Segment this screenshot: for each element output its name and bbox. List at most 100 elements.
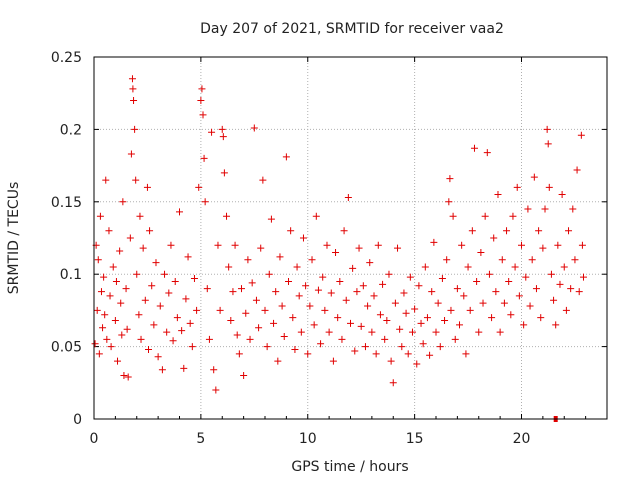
scatter-point bbox=[203, 285, 211, 293]
scatter-point bbox=[460, 292, 468, 300]
scatter-point bbox=[199, 111, 207, 119]
scatter-point bbox=[122, 285, 130, 293]
scatter-point bbox=[310, 321, 318, 329]
scatter-point bbox=[321, 306, 329, 314]
scatter-point bbox=[184, 253, 192, 261]
scatter-point bbox=[398, 343, 406, 351]
scatter-point bbox=[95, 350, 103, 358]
scatter-point bbox=[554, 241, 562, 249]
scatter-point bbox=[381, 335, 389, 343]
scatter-point bbox=[127, 150, 135, 158]
scatter-point bbox=[244, 256, 252, 264]
axis-ticks: 0 0.05 0.1 0.15 0.2 0.25 0 5 10 15 20 bbox=[51, 50, 607, 447]
scatter-point bbox=[347, 319, 354, 327]
scatter-point bbox=[446, 175, 454, 183]
scatter-point bbox=[413, 360, 421, 368]
scatter-point bbox=[391, 299, 399, 307]
scatter-point bbox=[436, 343, 444, 351]
scatter-point bbox=[511, 263, 519, 271]
scatter-point bbox=[231, 241, 239, 249]
scatter-point bbox=[190, 275, 198, 283]
scatter-point bbox=[552, 321, 560, 329]
scatter-point bbox=[150, 321, 158, 329]
scatter-point bbox=[344, 193, 352, 201]
scatter-point bbox=[107, 343, 115, 351]
scatter-point bbox=[96, 212, 104, 220]
scatter-point bbox=[163, 328, 171, 336]
scatter-point bbox=[406, 273, 414, 281]
scatter-point bbox=[573, 166, 581, 174]
scatter-point bbox=[171, 277, 179, 285]
scatter-point bbox=[408, 328, 416, 336]
scatter-point bbox=[114, 357, 122, 365]
scatter-point bbox=[109, 263, 117, 271]
scatter-point bbox=[197, 96, 205, 104]
scatter-point bbox=[325, 328, 333, 336]
scatter-point bbox=[334, 314, 342, 322]
scatter-point bbox=[128, 75, 136, 83]
scatter-point bbox=[364, 302, 372, 310]
scatter-point bbox=[340, 227, 348, 235]
scatter-point bbox=[205, 335, 213, 343]
scatter-point bbox=[456, 321, 464, 329]
grid-lines bbox=[94, 56, 607, 419]
scatter-point bbox=[233, 331, 241, 339]
scatter-point bbox=[571, 256, 579, 264]
scatter-point bbox=[126, 234, 134, 242]
scatter-point bbox=[396, 325, 404, 333]
plot-frame bbox=[93, 56, 608, 420]
scatter-point bbox=[498, 256, 506, 264]
scatter-point bbox=[118, 331, 126, 339]
scatter-point bbox=[282, 153, 290, 161]
x-tick-label: 15 bbox=[406, 431, 424, 447]
scatter-point bbox=[327, 289, 335, 297]
y-axis-label: SRMTID / TECUs bbox=[6, 182, 22, 295]
scatter-point bbox=[158, 366, 166, 374]
scatter-point bbox=[468, 227, 476, 235]
scatter-point bbox=[200, 154, 208, 162]
scatter-point bbox=[351, 347, 359, 355]
scatter-point bbox=[462, 350, 470, 358]
scatter-point bbox=[434, 299, 442, 307]
scatter-point bbox=[543, 125, 551, 133]
scatter-point bbox=[479, 299, 487, 307]
scatter-point bbox=[509, 212, 517, 220]
scatter-point bbox=[562, 306, 570, 314]
x-tick-label: 5 bbox=[196, 431, 205, 447]
scatter-point bbox=[567, 285, 575, 293]
scatter-point bbox=[485, 270, 493, 278]
scatter-point bbox=[198, 85, 206, 93]
scatter-point bbox=[297, 328, 305, 336]
scatter-point bbox=[105, 227, 113, 235]
scatter-point bbox=[492, 288, 500, 296]
scatter-point bbox=[361, 343, 369, 351]
scatter-point bbox=[374, 241, 382, 249]
scatter-point bbox=[188, 343, 196, 351]
scatter-point bbox=[208, 128, 216, 136]
scatter-point bbox=[438, 275, 446, 283]
scatter-point bbox=[473, 277, 481, 285]
scatter-point bbox=[237, 285, 245, 293]
scatter-point bbox=[101, 311, 109, 319]
chart-title: Day 207 of 2021, SRMTID for receiver vaa… bbox=[200, 21, 504, 37]
scatter-point bbox=[400, 289, 408, 297]
scatter-point bbox=[235, 350, 243, 358]
scatter-point bbox=[117, 299, 125, 307]
scatter-point bbox=[156, 302, 164, 310]
x-axis-label: GPS time / hours bbox=[291, 459, 408, 475]
scatter-point bbox=[537, 314, 545, 322]
scatter-point bbox=[317, 340, 325, 348]
scatter-point bbox=[218, 125, 226, 133]
scatter-point bbox=[195, 183, 203, 191]
scatter-point bbox=[182, 295, 190, 303]
scatter-point bbox=[518, 241, 525, 249]
scatter-point bbox=[338, 335, 346, 343]
scatter-point bbox=[130, 96, 138, 104]
scatter-point bbox=[193, 306, 201, 314]
scatter-point bbox=[577, 131, 585, 139]
scatter-point bbox=[91, 340, 99, 348]
scatter-point bbox=[578, 241, 586, 249]
scatter-point bbox=[547, 270, 555, 278]
scatter-point bbox=[169, 337, 177, 345]
scatter-point bbox=[524, 205, 532, 213]
